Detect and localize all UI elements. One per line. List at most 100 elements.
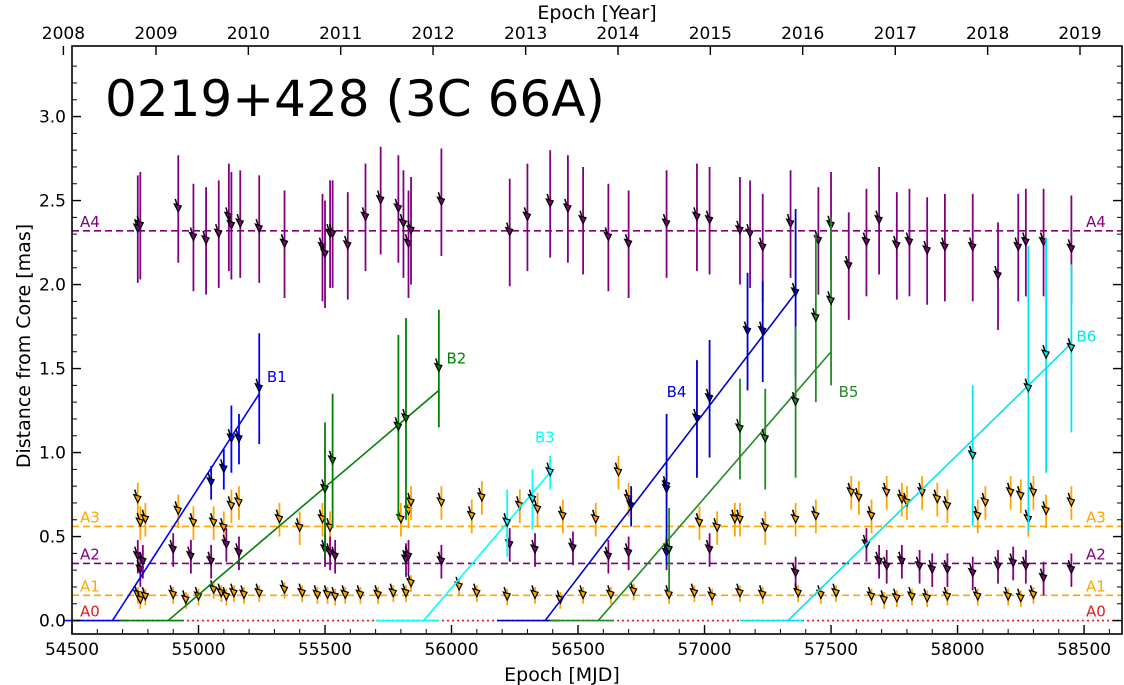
arrow-head <box>393 421 403 432</box>
point-a3 <box>881 476 891 510</box>
point-a2 <box>927 553 937 587</box>
arrow-head <box>529 544 539 555</box>
point-a1 <box>906 586 916 606</box>
arrow-head <box>704 544 714 555</box>
point-b5 <box>663 508 673 592</box>
arrow-head <box>327 228 337 239</box>
point-b5 <box>825 217 835 386</box>
arrow-head <box>140 513 150 525</box>
point-a4 <box>992 222 1002 330</box>
point-a2 <box>567 531 577 566</box>
point-b2 <box>319 422 329 557</box>
point-a3 <box>613 455 623 490</box>
arrow-head <box>927 564 937 575</box>
arrow-head <box>168 544 178 555</box>
arrow-head <box>577 214 587 226</box>
arrow-head <box>529 589 539 600</box>
arrow-head <box>476 491 486 503</box>
arrow-head <box>760 522 770 533</box>
point-a1 <box>238 585 248 604</box>
point-a1 <box>577 585 587 604</box>
point-a2 <box>221 528 231 562</box>
point-a2 <box>529 533 539 567</box>
arrow-head <box>704 214 714 226</box>
point-a4 <box>398 170 408 278</box>
point-a1 <box>628 581 638 601</box>
point-a4 <box>843 212 853 320</box>
fit-line-b1 <box>111 393 260 621</box>
arrow-head <box>403 238 413 249</box>
arrow-head <box>233 547 243 558</box>
arrow-head <box>405 497 415 508</box>
arrow-head <box>228 587 238 599</box>
arrow-head <box>400 413 410 424</box>
reference-label-right-a3: A3 <box>1086 508 1106 526</box>
point-a4 <box>319 200 329 309</box>
arrow-head <box>213 228 223 239</box>
arrow-head <box>691 413 701 424</box>
arrow-head <box>942 591 952 602</box>
point-a4 <box>1038 188 1048 297</box>
point-a3 <box>760 511 770 545</box>
arrow-head <box>405 577 415 588</box>
point-a1 <box>297 583 307 603</box>
arrow-head <box>942 500 952 511</box>
point-a2 <box>329 539 339 574</box>
chart-marks: B1 B2 B3 B4 B5 B6 <box>64 146 1096 622</box>
point-a1 <box>279 580 289 599</box>
arrow-head <box>400 587 410 599</box>
point-a4 <box>522 163 532 272</box>
arrow-head <box>881 560 891 572</box>
arrow-head <box>1038 572 1048 583</box>
arrow-head <box>1066 243 1076 254</box>
component-label-b5: B5 <box>839 383 859 401</box>
y-tick-label: 0.0 <box>39 612 66 632</box>
arrow-head <box>734 587 744 599</box>
point-a4 <box>785 170 795 278</box>
y-tick-label: 2.5 <box>39 192 66 212</box>
point-a1 <box>208 580 218 599</box>
year-tick-label: 2012 <box>411 24 454 44</box>
reference-label-right-a0: A0 <box>1086 603 1106 621</box>
arrow-head <box>233 497 243 508</box>
point-a3 <box>208 506 218 540</box>
arrow-head <box>206 555 216 567</box>
point-a3 <box>590 502 600 537</box>
point-a1 <box>1015 588 1025 608</box>
point-a3 <box>853 481 863 515</box>
arrow-head <box>706 591 716 602</box>
y-tick-label: 1.5 <box>39 360 66 380</box>
point-a4 <box>967 193 977 302</box>
point-a1 <box>254 583 264 603</box>
point-a1 <box>340 585 350 604</box>
arrow-head <box>1002 591 1012 602</box>
point-a3 <box>294 511 304 545</box>
arrow-head <box>742 325 752 336</box>
point-a1 <box>792 583 803 603</box>
arrow-head <box>188 517 198 528</box>
arrow-head <box>792 587 803 599</box>
point-a1 <box>891 588 901 608</box>
point-a1 <box>734 583 744 603</box>
y-axis-title: Distance from Core [mas] <box>13 224 35 468</box>
x-tick-label: 56000 <box>424 640 478 660</box>
arrow-head <box>233 433 243 444</box>
point-a3 <box>466 499 476 534</box>
arrow-head <box>453 581 463 592</box>
point-a4 <box>213 180 223 288</box>
point-a2 <box>185 539 195 574</box>
arrow-head <box>694 517 704 528</box>
point-a1 <box>372 585 383 604</box>
arrow-head <box>254 223 264 234</box>
fit-line-b4 <box>544 289 799 622</box>
point-a2 <box>403 539 413 574</box>
arrow-head <box>853 491 863 503</box>
arrow-head <box>810 312 820 323</box>
point-a4 <box>235 170 245 278</box>
year-tick-label: 2018 <box>966 24 1009 44</box>
point-a3 <box>972 499 982 534</box>
point-a2 <box>1038 561 1048 596</box>
year-tick-label: 2011 <box>319 24 362 44</box>
arrow-head <box>135 517 145 528</box>
arrow-head <box>760 433 770 444</box>
